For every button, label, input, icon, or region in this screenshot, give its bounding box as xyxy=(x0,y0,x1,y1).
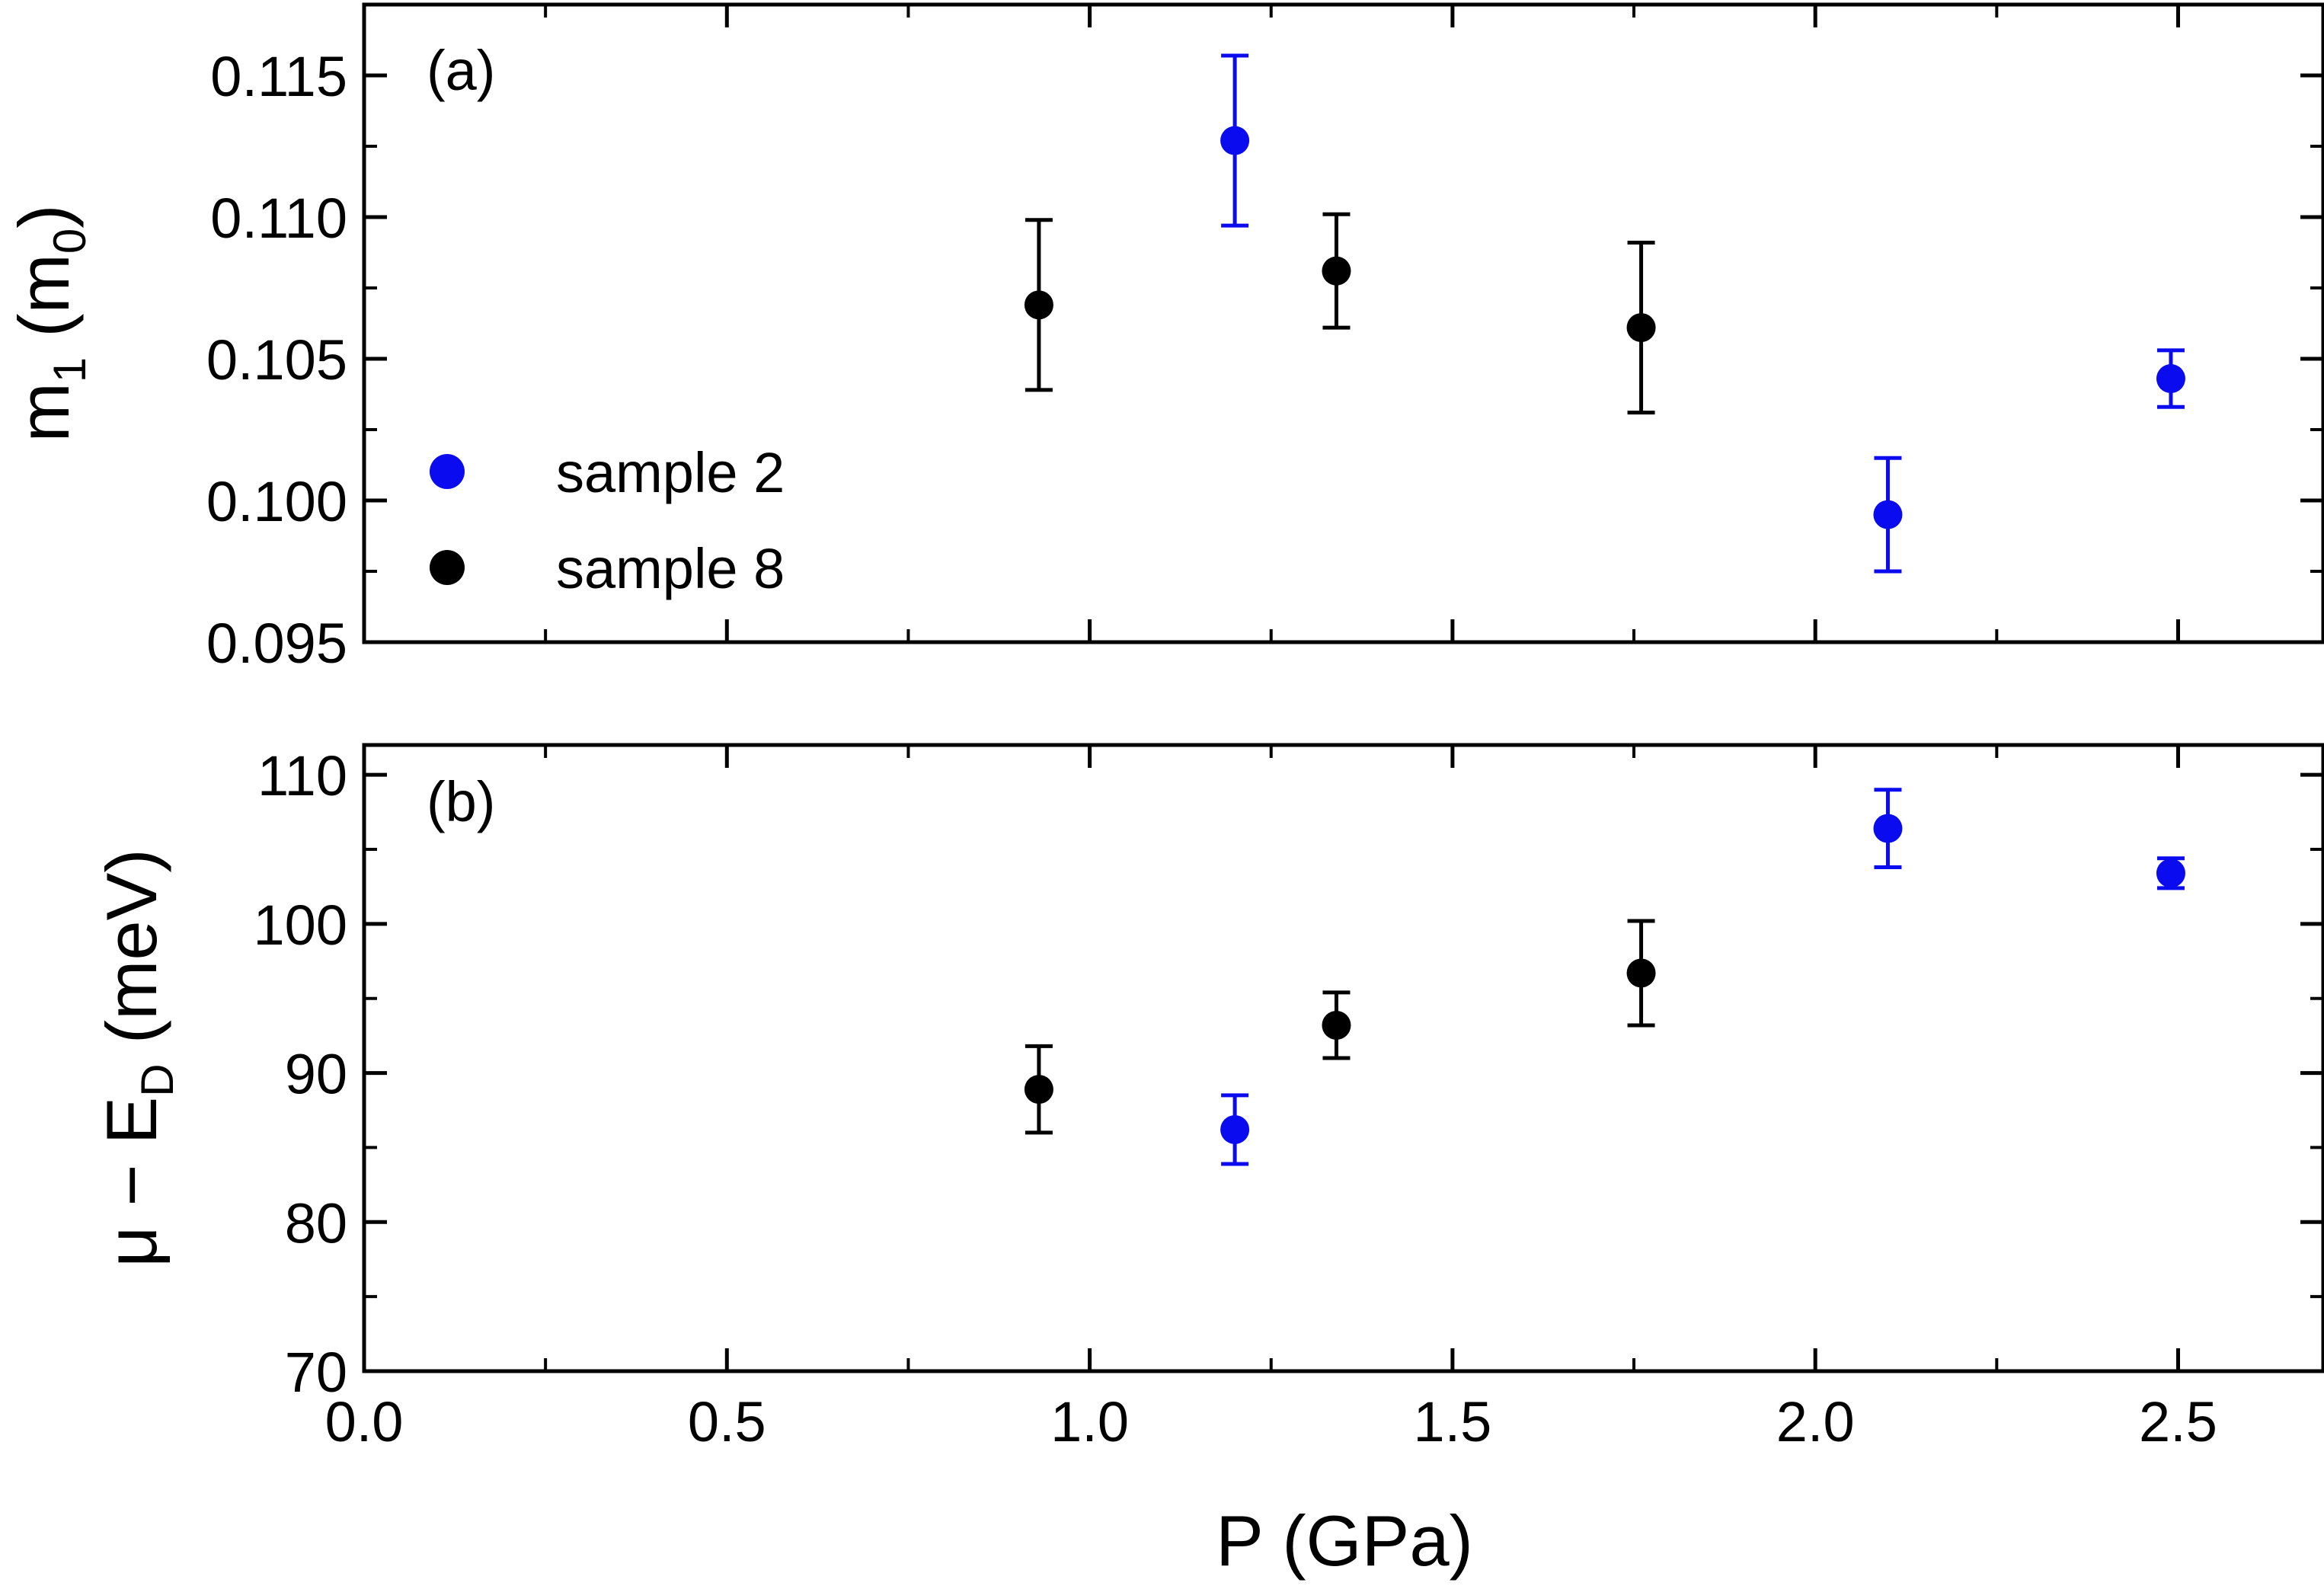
y-tick-label: 0.115 xyxy=(210,45,347,108)
panel-a: 0.095 0.100 0.105 0.110 0.115 (a) m1 (m0) sa… xyxy=(4,2,2324,675)
y-tick-label: 0.110 xyxy=(210,187,347,250)
panel-b-label: (b) xyxy=(427,770,495,833)
panel-a-ticks: 0.095 0.100 0.105 0.110 0.115 xyxy=(206,5,2323,675)
ylabel-a-end: ) xyxy=(4,204,84,228)
x-tick-label: 0.0 xyxy=(325,1390,404,1453)
data-point xyxy=(1322,1010,1351,1040)
panel-b-ylabel: μ − ED (meV) xyxy=(91,849,183,1267)
y-tick-label: 0.100 xyxy=(206,470,347,533)
ylabel-b-sub: D xyxy=(132,1063,183,1096)
y-tick-label: 110 xyxy=(257,744,347,807)
data-point xyxy=(1873,814,1903,843)
y-tick-label: 100 xyxy=(254,894,347,957)
x-tick-label: 1.0 xyxy=(1050,1390,1129,1453)
data-point xyxy=(2156,858,2185,888)
y-tick-label: 90 xyxy=(285,1043,347,1106)
panel-b-frame xyxy=(362,743,2324,1373)
x-tick-label: 1.5 xyxy=(1413,1390,1491,1453)
legend-label-sample-2: sample 2 xyxy=(556,441,785,504)
data-point xyxy=(1024,290,1053,320)
data-point xyxy=(1220,126,1250,155)
panel-b-ticks: 70 80 90 100 110 0.0 0.5 1.0 1.5 2.0 2.5 xyxy=(254,744,2323,1453)
data-point xyxy=(1626,958,1656,988)
panel-a-ylabel: m1 (m0) xyxy=(4,204,95,442)
data-point xyxy=(1024,1075,1053,1105)
x-tick-label: 0.5 xyxy=(688,1390,766,1453)
data-point xyxy=(1626,313,1656,343)
y-tick-label: 0.105 xyxy=(206,328,347,392)
legend-label-sample-8: sample 8 xyxy=(556,537,785,600)
x-tick-label: 2.5 xyxy=(2139,1390,2217,1453)
y-tick-label: 80 xyxy=(285,1191,347,1255)
panel-b-marks xyxy=(1024,788,2185,1166)
data-point xyxy=(1322,256,1351,286)
data-point xyxy=(1220,1114,1250,1144)
panel-a-label: (a) xyxy=(427,39,495,102)
legend-marker-sample-2 xyxy=(430,454,465,489)
y-tick-label: 70 xyxy=(285,1341,347,1404)
panel-b: 70 80 90 100 110 0.0 0.5 1.0 1.5 2.0 2.5 (b) μ − E… xyxy=(91,743,2324,1581)
ylabel-b-end: (meV) xyxy=(91,849,171,1063)
legend: sample 2 sample 8 xyxy=(430,441,785,600)
legend-marker-sample-8 xyxy=(430,550,465,585)
ylabel-b-main: μ − E xyxy=(91,1097,171,1268)
x-axis-title: P (GPa) xyxy=(1216,1501,1473,1581)
ylabel-a-sub2: 0 xyxy=(44,229,95,254)
x-tick-label: 2.0 xyxy=(1776,1390,1855,1453)
data-point xyxy=(2156,364,2185,394)
panel-a-marks xyxy=(1024,53,2185,574)
data-point xyxy=(1873,500,1903,529)
ylabel-a-sub1: 1 xyxy=(44,357,95,382)
ylabel-a-middle: (m xyxy=(4,254,84,357)
ylabel-a-main: m xyxy=(4,382,84,442)
y-tick-label: 0.095 xyxy=(206,612,347,675)
panel-a-frame xyxy=(362,2,2324,644)
